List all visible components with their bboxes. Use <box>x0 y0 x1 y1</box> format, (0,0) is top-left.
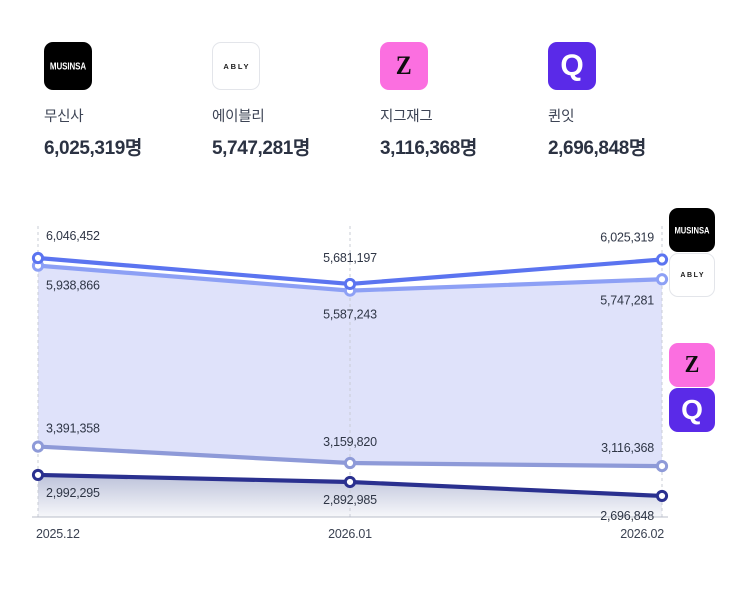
chart-canvas: 6,046,452 5,681,197 6,025,319 5,938,866 5,58… <box>31 226 669 541</box>
summary-card-value: 5,747,281명 <box>212 138 311 159</box>
zigzag-logo-icon: Z <box>684 352 700 378</box>
summary-card-value: 6,025,319명 <box>44 138 143 159</box>
summary-card-value: 2,696,848명 <box>548 138 647 159</box>
data-label: 6,046,452 <box>46 229 100 243</box>
queenit-logo-text: Q <box>560 49 584 82</box>
data-label: 5,587,243 <box>323 308 377 322</box>
data-label: 3,391,358 <box>46 422 100 436</box>
data-label: 3,116,368 <box>601 441 654 455</box>
summary-card-name: 무신사 <box>44 109 84 125</box>
ably-logo-icon: ABLY <box>680 271 706 279</box>
data-point-queenit[interactable] <box>31 468 45 482</box>
area-fill-lower <box>38 474 662 517</box>
musinsa-logo-icon: MUSINSA <box>44 42 92 90</box>
data-label: 6,025,319 <box>600 231 654 245</box>
summary-card-ably[interactable]: ABLY 에이블리 5,747,281명 <box>212 42 380 160</box>
data-point-zigzag[interactable] <box>31 440 45 453</box>
legend-item-zigzag[interactable]: Z <box>669 343 715 387</box>
mau-line-chart[interactable]: 6,046,452 5,681,197 6,025,319 5,938,866 5,58… <box>0 185 750 545</box>
summary-card-value: 3,116,368명 <box>380 138 477 159</box>
ably-logo-text: ABLY <box>223 61 251 71</box>
data-point-musinsa[interactable] <box>655 253 669 266</box>
summary-card-zigzag[interactable]: Z 지그재그 3,116,368명 <box>380 42 548 160</box>
data-label: 2,892,985 <box>323 493 377 507</box>
x-axis-label: 2026.01 <box>328 527 372 541</box>
legend-item-ably[interactable]: ABLY <box>669 253 715 297</box>
summary-card-name: 지그재그 <box>380 109 433 125</box>
musinsa-logo-text: MUSINSA <box>49 60 87 72</box>
data-label: 5,681,197 <box>323 251 377 265</box>
data-point-zigzag[interactable] <box>343 456 357 470</box>
queenit-logo-icon: Q <box>681 394 703 425</box>
summary-card-musinsa[interactable]: MUSINSA 무신사 6,025,319명 <box>44 42 212 160</box>
ably-logo-icon: ABLY <box>212 42 260 90</box>
brand-summary-list: MUSINSA 무신사 6,025,319명 ABLY 에이블리 5,747,2… <box>44 42 716 160</box>
data-point-ably[interactable] <box>655 273 669 286</box>
data-label: 5,938,866 <box>46 279 100 293</box>
summary-card-name: 에이블리 <box>212 109 265 125</box>
data-point-musinsa[interactable] <box>343 277 357 291</box>
summary-card-name: 퀸잇 <box>548 109 575 125</box>
queenit-logo-icon: Q <box>548 42 596 90</box>
data-label: 5,747,281 <box>600 293 654 307</box>
zigzag-logo-icon: Z <box>380 42 428 90</box>
x-axis-label: 2025.12 <box>36 527 80 541</box>
zigzag-logo-text: Z <box>396 51 412 80</box>
summary-card-queenit[interactable]: Q 퀸잇 2,696,848명 <box>548 42 716 160</box>
data-point-queenit[interactable] <box>343 475 357 489</box>
data-point-queenit[interactable] <box>655 489 669 503</box>
data-label: 2,992,295 <box>46 486 100 500</box>
x-axis-label: 2026.02 <box>620 527 664 541</box>
legend-item-musinsa[interactable]: MUSINSA <box>669 208 715 252</box>
data-label: 3,159,820 <box>323 435 377 449</box>
musinsa-logo-icon: MUSINSA <box>674 224 710 236</box>
data-label: 2,696,848 <box>600 509 654 523</box>
data-point-zigzag[interactable] <box>655 460 669 473</box>
legend-item-queenit[interactable]: Q <box>669 388 715 432</box>
data-point-musinsa[interactable] <box>31 251 45 265</box>
